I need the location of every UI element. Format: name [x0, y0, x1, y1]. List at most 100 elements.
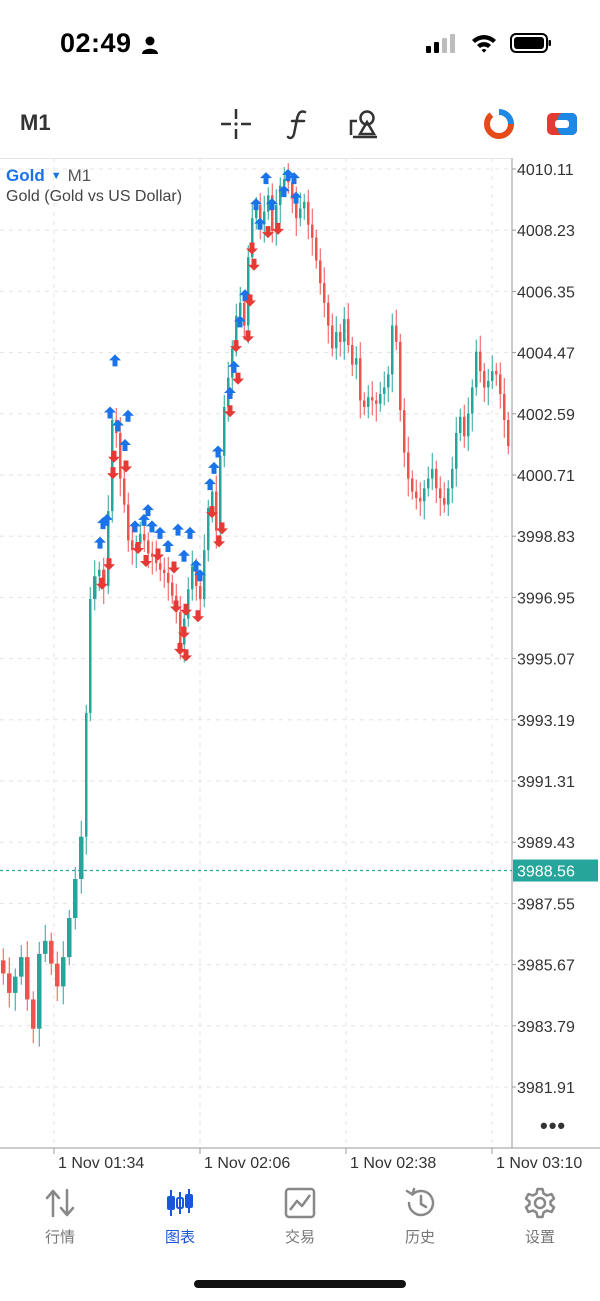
- battery-icon: [510, 33, 551, 53]
- bear-candle: [495, 371, 498, 375]
- bull-candle: [279, 185, 282, 206]
- bear-candle: [327, 302, 330, 326]
- y-tick-label: 3996.95: [517, 590, 575, 607]
- home-indicator: [194, 1280, 406, 1288]
- buy-arrow-icon: [104, 406, 116, 419]
- buy-arrow-icon: [266, 198, 278, 211]
- bull-candle: [13, 976, 18, 993]
- bear-candle: [415, 491, 418, 499]
- sell-arrow-icon: [244, 294, 256, 307]
- sell-arrow-icon: [224, 405, 236, 418]
- nav-label-history: 历史: [404, 1229, 435, 1246]
- bull-candle: [355, 358, 358, 365]
- sell-arrow-icon: [216, 522, 228, 535]
- buy-arrow-icon: [212, 445, 224, 458]
- bull-candle: [211, 491, 214, 508]
- objects-icon[interactable]: [346, 106, 382, 142]
- bear-candle: [55, 963, 60, 987]
- symbol-header[interactable]: Gold ▼ M1: [6, 166, 91, 186]
- bear-candle: [483, 371, 486, 388]
- bull-candle: [379, 393, 382, 404]
- bear-candle: [123, 478, 126, 505]
- bull-candle: [427, 478, 430, 489]
- bull-candle: [251, 218, 254, 258]
- nav-item-chart[interactable]: 图表: [120, 1176, 240, 1256]
- more-icon[interactable]: •••: [540, 1113, 567, 1138]
- buy-arrow-icon: [278, 185, 290, 198]
- bear-candle: [403, 410, 406, 453]
- bear-candle: [323, 283, 326, 303]
- bull-candle: [89, 599, 92, 713]
- bull-candle: [239, 302, 242, 316]
- buy-arrow-icon: [250, 198, 262, 211]
- bear-candle: [163, 569, 166, 573]
- buy-arrow-icon: [190, 559, 202, 572]
- bear-candle: [411, 478, 414, 492]
- bull-candle: [79, 836, 84, 879]
- candlestick-chart[interactable]: 4010.11 4008.23 4006.35 4004.47 4002.59 4000.…: [0, 158, 600, 1174]
- bull-candle: [73, 878, 78, 919]
- bull-candle: [223, 406, 226, 456]
- buy-arrow-icon: [178, 549, 190, 562]
- nav-item-settings[interactable]: 设置: [480, 1176, 600, 1256]
- buy-arrow-icon: [109, 354, 121, 367]
- buy-arrow-icon: [184, 526, 196, 539]
- bull-candle: [219, 455, 222, 531]
- bear-candle: [1, 960, 6, 974]
- bear-candle: [131, 540, 134, 551]
- nav-item-quotes[interactable]: 行情: [0, 1176, 120, 1256]
- buy-arrow-icon: [194, 569, 206, 582]
- x-tick-label: 1 Nov 02:38: [350, 1155, 436, 1172]
- x-tick-label: 1 Nov 03:10: [496, 1155, 582, 1172]
- bear-candle: [7, 973, 12, 993]
- crosshair-icon[interactable]: [218, 106, 254, 142]
- sell-arrow-icon: [174, 642, 186, 655]
- bull-candle: [471, 387, 474, 414]
- bull-candle: [98, 569, 101, 577]
- sell-arrow-icon: [242, 330, 254, 343]
- bull-candle: [431, 468, 434, 479]
- current-price-label: 3988.56: [517, 864, 575, 881]
- nav-item-history[interactable]: 历史: [360, 1176, 480, 1256]
- bear-candle: [259, 205, 262, 225]
- y-tick-label: 3995.07: [517, 652, 575, 669]
- bull-candle: [487, 380, 490, 388]
- buy-arrow-icon: [146, 520, 158, 533]
- chevron-down-icon[interactable]: ▼: [50, 170, 62, 182]
- chart-type-icon[interactable]: [481, 106, 517, 142]
- nav-label-settings: 设置: [524, 1229, 555, 1246]
- chart-icon: [167, 1189, 193, 1216]
- trade-icon[interactable]: [544, 106, 580, 142]
- bear-candle: [195, 566, 198, 587]
- y-tick-label: 3981.91: [517, 1080, 575, 1097]
- buy-arrow-icon: [94, 536, 106, 549]
- person-icon: [142, 36, 158, 54]
- buy-arrow-icon: [119, 439, 131, 452]
- bottom-navigation: 行情 图表 交易 历史: [0, 1176, 600, 1256]
- y-tick-label: 4000.71: [517, 468, 575, 485]
- y-tick-label: 3989.43: [517, 835, 575, 852]
- bear-candle: [463, 416, 466, 437]
- symbol-name[interactable]: Gold: [6, 166, 45, 185]
- status-bar: 02:49: [0, 0, 600, 90]
- x-tick-label: 1 Nov 01:34: [58, 1155, 144, 1172]
- bull-candle: [343, 319, 346, 342]
- indicators-icon[interactable]: [282, 106, 318, 142]
- bear-candle: [167, 572, 170, 583]
- bull-candle: [61, 957, 66, 987]
- bull-candle: [475, 351, 478, 388]
- price-chart[interactable]: 4010.11 4008.23 4006.35 4004.47 4002.59 4000.…: [0, 158, 600, 1174]
- bull-candle: [283, 179, 286, 186]
- buy-arrow-icon: [288, 172, 300, 185]
- bear-candle: [363, 400, 366, 407]
- bear-candle: [243, 302, 246, 326]
- buy-arrow-icon: [122, 409, 134, 422]
- symbol-description: Gold (Gold vs US Dollar): [6, 188, 183, 205]
- bear-candle: [479, 351, 482, 372]
- bull-candle: [263, 211, 266, 225]
- y-tick-label: 4010.11: [517, 162, 574, 179]
- bear-candle: [351, 345, 354, 365]
- timeframe-selector[interactable]: M1: [20, 110, 51, 135]
- sell-arrow-icon: [152, 548, 164, 561]
- nav-item-trade[interactable]: 交易: [240, 1176, 360, 1256]
